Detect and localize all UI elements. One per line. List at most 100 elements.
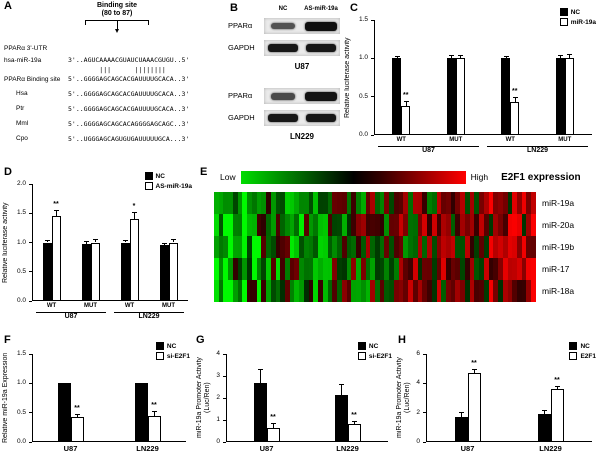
heatmap-cell: [327, 192, 333, 214]
heatmap-cell: [412, 280, 418, 302]
legend-item: NC: [559, 8, 596, 16]
cell-line-underline: [378, 146, 479, 147]
heatmap-cell: [384, 280, 390, 302]
heatmap-cell: [464, 280, 470, 302]
heatmap-cell: [455, 214, 461, 236]
heatmap-cell: [393, 280, 399, 302]
heatmap-cell: [493, 192, 499, 214]
utr-label: PPARα 3'-UTR: [4, 44, 48, 52]
heatmap-cell: [379, 236, 385, 258]
heatmap-cell: [318, 214, 323, 236]
cell-line-label: U87: [64, 313, 78, 320]
heatmap-cell: [261, 280, 267, 302]
heatmap-cell: [431, 280, 437, 302]
protein-band: [306, 114, 336, 122]
binding-site-annotation: Binding site (80 to 87): [62, 2, 172, 34]
heatmap-cell: [346, 192, 352, 214]
heatmap-cell: [365, 214, 371, 236]
legend-item: NC: [357, 342, 392, 350]
x-group-label: U87: [63, 444, 78, 453]
legend-label: NC: [166, 342, 177, 350]
heatmap-cell: [275, 258, 281, 280]
error-bar: [461, 411, 462, 418]
heatmap-cell: [417, 214, 423, 236]
heatmap-cell: [427, 236, 432, 258]
protein-band: [268, 44, 298, 52]
heatmap-cell: [450, 214, 456, 236]
heatmap-cell: [422, 280, 428, 302]
x-group-label: WT: [124, 303, 135, 309]
cell-line-label: LN229: [138, 313, 160, 320]
heatmap-cell: [441, 192, 446, 214]
heatmap-cell: [479, 236, 484, 258]
heatmap-cell: [247, 236, 252, 258]
bar-E2F1: [550, 389, 564, 442]
heatmap-cell: [370, 192, 375, 214]
heatmap-cell: [483, 236, 489, 258]
heatmap-row-labels: miR-19a miR-20a miR-19b miR-17 miR-18a: [542, 192, 574, 302]
heatmap-cell: [460, 214, 465, 236]
error-bar: [460, 54, 462, 59]
heatmap-cell: [280, 280, 286, 302]
error-bar-cap: [152, 411, 157, 413]
heatmap-cell: [303, 280, 309, 302]
legend-swatch: [144, 172, 153, 180]
heatmap-cell: [242, 280, 248, 302]
heatmap-cell: [322, 258, 328, 280]
legend: NC si-E2F1: [357, 342, 392, 360]
species-name: Cpo: [16, 135, 28, 142]
heatmap-cell: [384, 236, 390, 258]
heatmap-cell: [479, 192, 484, 214]
heatmap-row-label: miR-18a: [542, 286, 575, 296]
heatmap-cell: [445, 236, 451, 258]
species-sequence: 5'..GGGGAGCAGCACGAUUUUGCACA..3': [68, 104, 190, 113]
heatmap-cell: [445, 214, 451, 236]
heatmap-cell: [455, 280, 461, 302]
heatmap-cell: [521, 280, 527, 302]
error-bar-cap: [472, 368, 477, 370]
error-bar: [56, 210, 57, 217]
heatmap-cell: [398, 236, 404, 258]
bar-NC: [334, 394, 348, 442]
heatmap-cell: [398, 280, 404, 302]
heatmap: [214, 192, 536, 302]
legend-label: miR-19a: [570, 18, 596, 26]
species-sequence: 5'..UGGGAGCAGUGUGAUUUUUGCA...3': [68, 134, 190, 143]
y-tick-label: 4: [216, 350, 220, 357]
scale-high-label: High: [470, 172, 489, 182]
cell-line-underline: [487, 146, 588, 147]
heatmap-cell: [460, 280, 465, 302]
bar-NC: [446, 58, 456, 135]
heatmap-cell: [356, 236, 361, 258]
heatmap-cell: [479, 280, 484, 302]
y-tick: [223, 375, 226, 377]
heatmap-cell: [431, 236, 437, 258]
x-group-label: WT: [505, 137, 515, 143]
y-tick-label: 0: [416, 438, 420, 445]
heatmap-cell: [365, 236, 371, 258]
bar-E2F1: [467, 373, 481, 442]
error-bar: [451, 54, 453, 59]
legend-label: NC: [155, 172, 165, 180]
heatmap-row: [214, 214, 536, 236]
heatmap-cell: [308, 280, 314, 302]
panel-c-chart: Relative luciferase activity 0.0 0.5 1.0 1.5…: [344, 4, 598, 162]
legend-label: E2F1: [580, 352, 596, 360]
heatmap-cell: [483, 214, 489, 236]
heatmap-cell: [422, 192, 428, 214]
species-name: Mml: [16, 120, 29, 127]
bar-miR-19a: [401, 105, 411, 135]
heatmap-cell: [360, 258, 366, 280]
legend-label: NC: [570, 8, 581, 16]
heatmap-cell: [526, 192, 532, 214]
error-bar-cap: [449, 54, 455, 56]
heatmap-cell: [218, 192, 224, 214]
y-tick: [29, 212, 32, 214]
panel-a: Binding site (80 to 87) PPARα 3'-UTR hsa…: [4, 0, 228, 160]
bar-AS-miR-19a: [51, 216, 61, 301]
panel-a-label: A: [4, 0, 12, 12]
heatmap-cell: [403, 280, 409, 302]
heatmap-cell: [303, 258, 309, 280]
species-row: Cpo 5'..UGGGAGCAGUGUGAUUUUUGCA...3': [4, 132, 228, 145]
bar-NC: [555, 58, 565, 135]
